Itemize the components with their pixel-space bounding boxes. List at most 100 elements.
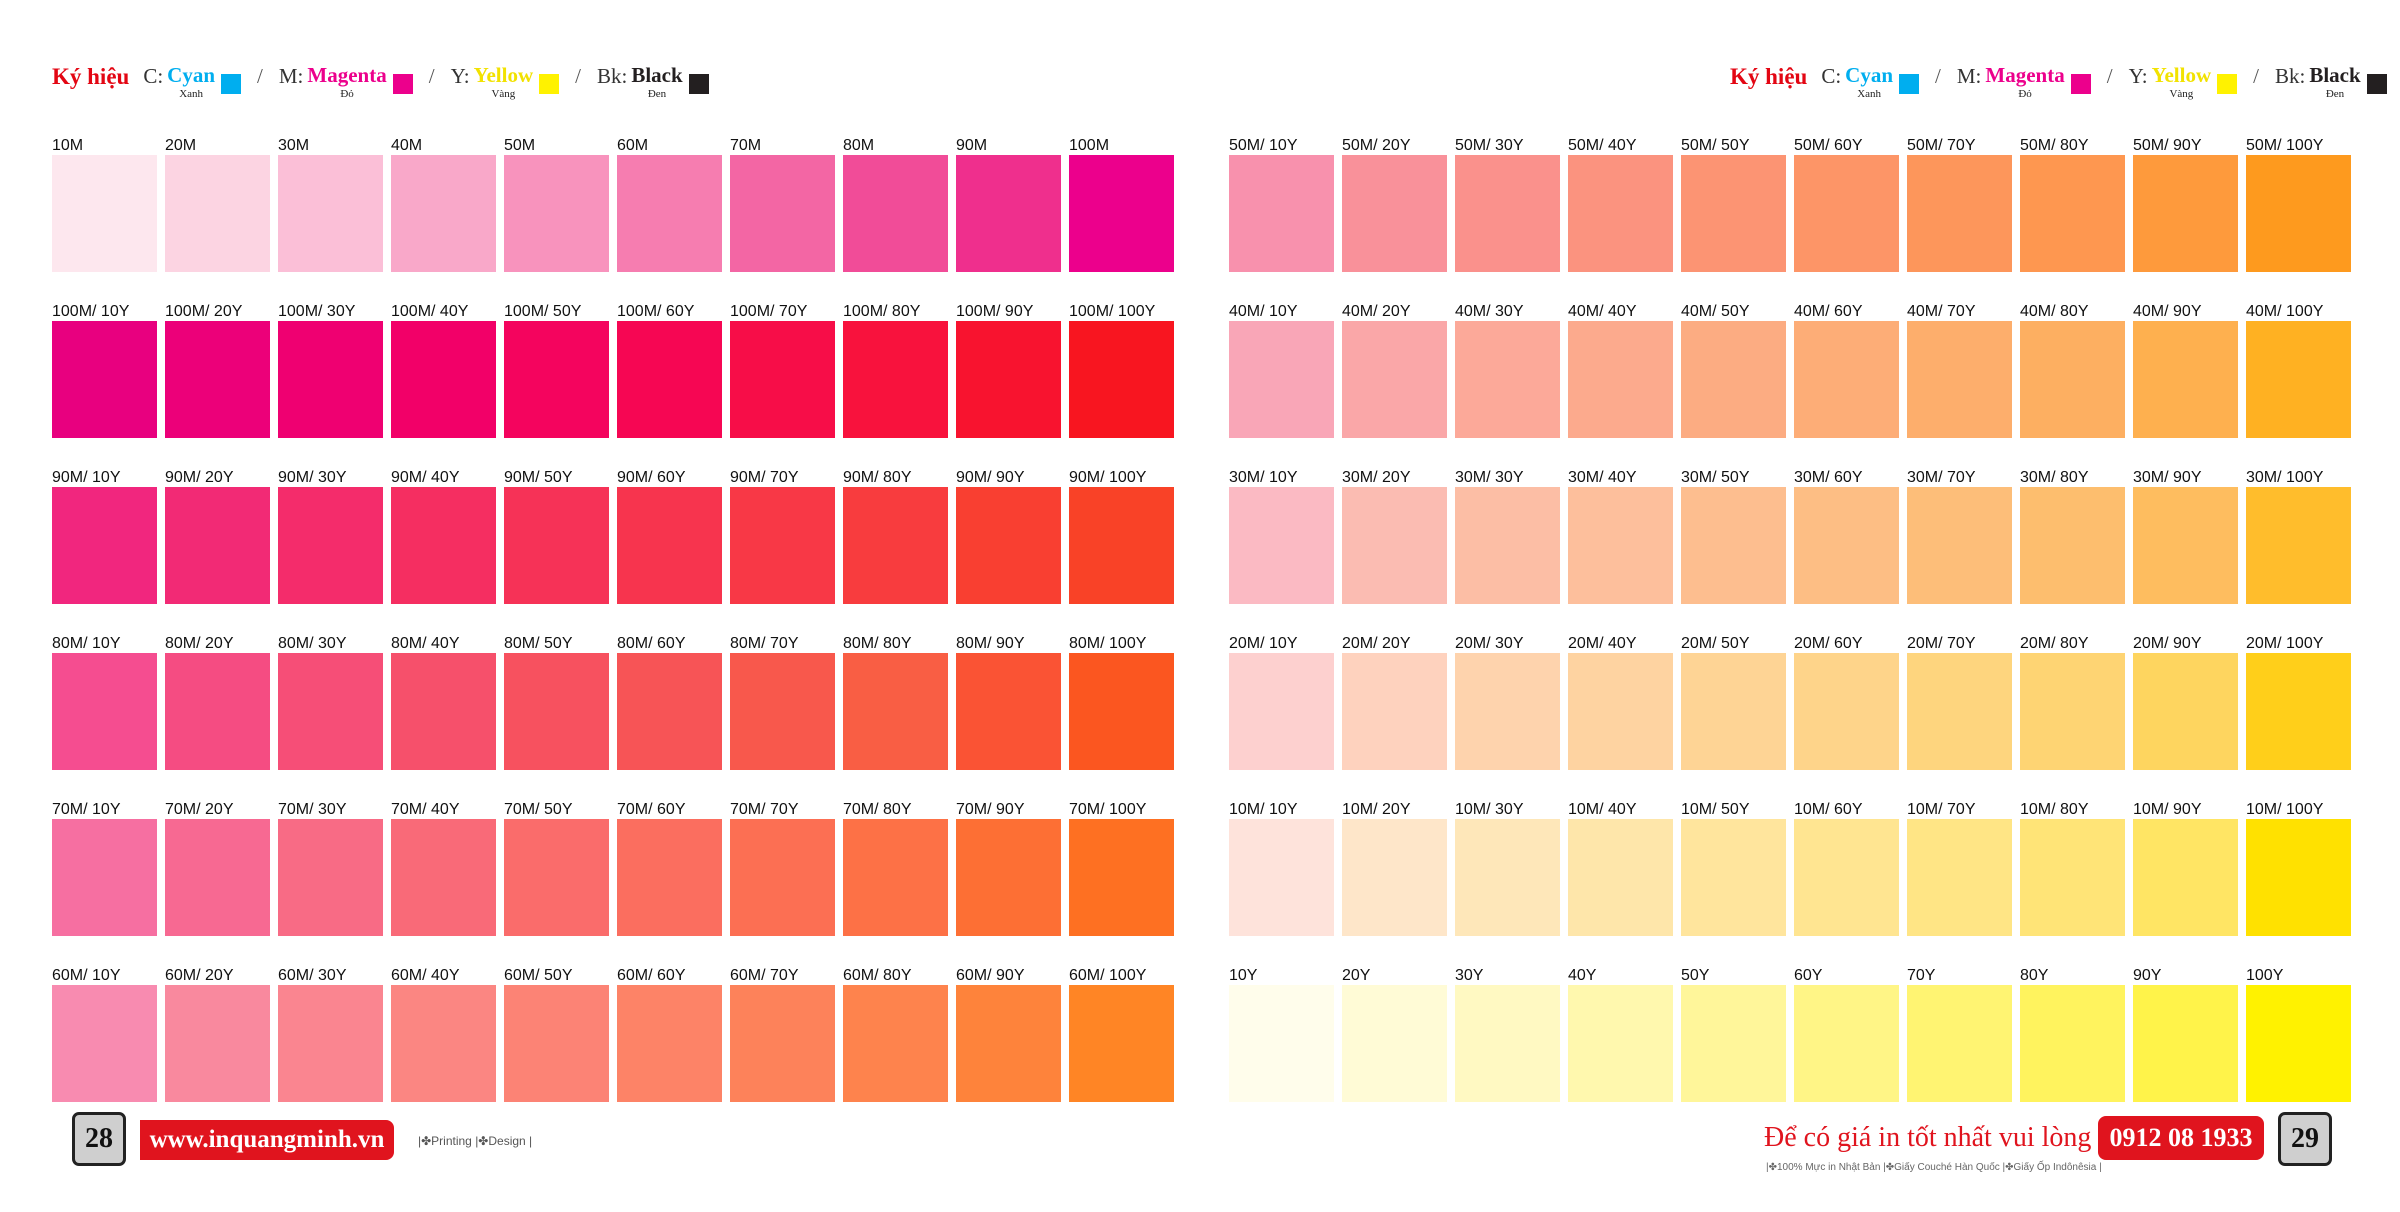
swatch-label: 90M/ 70Y	[730, 469, 799, 486]
swatch-label: 70M	[730, 137, 762, 154]
color-swatch	[2246, 819, 2351, 936]
color-swatch	[1907, 985, 2012, 1102]
swatch-label: 90Y	[2133, 967, 2162, 984]
color-swatch	[1455, 653, 1560, 770]
color-swatch	[391, 321, 496, 438]
color-swatch-cell: 20M	[165, 136, 270, 302]
legend-separator: /	[257, 64, 263, 88]
legend-sub: Đen	[647, 88, 667, 100]
swatch-label: 40Y	[1568, 967, 1597, 984]
legend-name: Yellow	[473, 63, 534, 87]
color-swatch	[504, 819, 609, 936]
swatch-label: 50M/ 40Y	[1568, 137, 1637, 154]
color-swatch	[2246, 155, 2351, 272]
swatch-label: 10M/ 70Y	[1907, 801, 1976, 818]
swatch-label: 20M	[165, 137, 197, 154]
color-swatch-cell: 90M/ 100Y	[1069, 468, 1174, 634]
color-swatch	[165, 487, 270, 604]
legend-name: Magenta	[1985, 63, 2065, 87]
swatch-label: 80M	[843, 137, 875, 154]
swatch-label: 70M/ 30Y	[278, 801, 347, 818]
swatch-label: 100M/ 20Y	[165, 303, 243, 320]
legend-sub: Đỏ	[340, 88, 354, 100]
color-swatch	[617, 819, 722, 936]
color-swatch	[1069, 155, 1174, 272]
color-swatch	[730, 819, 835, 936]
color-swatch-cell: 70M/ 40Y	[391, 800, 496, 966]
swatch-label: 40M/ 90Y	[2133, 303, 2202, 320]
legend-sub: Đen	[2325, 88, 2345, 100]
color-swatch	[1794, 653, 1899, 770]
color-swatch	[1069, 653, 1174, 770]
swatch-label: 70M/ 50Y	[504, 801, 573, 818]
color-swatch-cell: 40M/ 60Y	[1794, 302, 1899, 468]
black-swatch-icon	[688, 74, 709, 94]
swatch-label: 80M/ 50Y	[504, 635, 573, 652]
color-swatch	[1907, 819, 2012, 936]
color-swatch-cell: 70M/ 100Y	[1069, 800, 1174, 966]
swatch-label: 70M/ 100Y	[1069, 801, 1147, 818]
swatch-label: 10M/ 40Y	[1568, 801, 1637, 818]
swatch-label: 10M/ 100Y	[2246, 801, 2324, 818]
legend-name: Black	[2309, 63, 2361, 87]
color-swatch-cell: 90M/ 10Y	[52, 468, 157, 634]
swatch-label: 60M/ 10Y	[52, 967, 121, 984]
legend-sub: Đỏ	[2018, 88, 2032, 100]
swatch-label: 20M/ 80Y	[2020, 635, 2089, 652]
color-swatch	[730, 985, 835, 1102]
legend-key: C:	[1821, 64, 1842, 88]
color-swatch	[730, 653, 835, 770]
swatch-label: 60Y	[1794, 967, 1823, 984]
swatch-label: 80M/ 80Y	[843, 635, 912, 652]
legend-title: Ký hiệu	[52, 64, 130, 89]
color-swatch-cell: 80M/ 90Y	[956, 634, 1061, 800]
color-swatch	[391, 653, 496, 770]
website-banner: www.inquangminh.vn	[140, 1120, 394, 1160]
color-swatch-cell: 80M/ 80Y	[843, 634, 948, 800]
service-tags: |✤Printing |✤Design |	[418, 1134, 533, 1148]
swatch-label: 10M/ 50Y	[1681, 801, 1750, 818]
swatch-label: 30M/ 60Y	[1794, 469, 1863, 486]
color-swatch	[504, 653, 609, 770]
swatch-label: 70M/ 80Y	[843, 801, 912, 818]
color-swatch	[1229, 155, 1334, 272]
swatch-label: 70M/ 20Y	[165, 801, 234, 818]
color-swatch-cell: 70Y	[1907, 966, 2012, 1132]
legend-left: Ký hiệu C: Cyan Xanh / M: Magenta Đỏ / Y: …	[52, 64, 709, 108]
swatch-label: 100M/ 60Y	[617, 303, 695, 320]
color-swatch-cell: 30M/ 90Y	[2133, 468, 2238, 634]
color-swatch	[1794, 985, 1899, 1102]
color-swatch-cell: 40M/ 20Y	[1342, 302, 1447, 468]
color-swatch	[2020, 985, 2125, 1102]
swatch-label: 10M/ 30Y	[1455, 801, 1524, 818]
swatch-label: 30M/ 50Y	[1681, 469, 1750, 486]
color-swatch	[2020, 155, 2125, 272]
color-swatch	[165, 985, 270, 1102]
color-swatch-cell: 40M/ 40Y	[1568, 302, 1673, 468]
swatch-label: 10M/ 90Y	[2133, 801, 2202, 818]
color-swatch-cell: 80Y	[2020, 966, 2125, 1132]
paper-tags: |✤100% Mực in Nhật Bản |✤Giấy Couché Hàn…	[1766, 1162, 2102, 1173]
swatch-label: 30M/ 90Y	[2133, 469, 2202, 486]
swatch-label: 70Y	[1907, 967, 1936, 984]
color-swatch-cell: 100M/ 40Y	[391, 302, 496, 468]
color-swatch-cell: 60Y	[1794, 966, 1899, 1132]
color-swatch-cell: 60M/ 90Y	[956, 966, 1061, 1132]
color-swatch	[2246, 985, 2351, 1102]
color-swatch-cell: 20M/ 10Y	[1229, 634, 1334, 800]
color-swatch	[1342, 487, 1447, 604]
swatch-label: 20M/ 90Y	[2133, 635, 2202, 652]
color-swatch	[1568, 487, 1673, 604]
legend-sub: Xanh	[1857, 88, 1882, 100]
color-swatch	[2246, 321, 2351, 438]
color-swatch-cell: 100M/ 80Y	[843, 302, 948, 468]
swatch-label: 80M/ 30Y	[278, 635, 347, 652]
swatch-label: 20M/ 40Y	[1568, 635, 1637, 652]
color-swatch-cell: 30M	[278, 136, 383, 302]
color-swatch	[52, 819, 157, 936]
swatch-label: 80M/ 70Y	[730, 635, 799, 652]
color-swatch	[1794, 487, 1899, 604]
color-swatch	[730, 155, 835, 272]
color-swatch	[1455, 487, 1560, 604]
color-swatch-cell: 30M/ 100Y	[2246, 468, 2351, 634]
